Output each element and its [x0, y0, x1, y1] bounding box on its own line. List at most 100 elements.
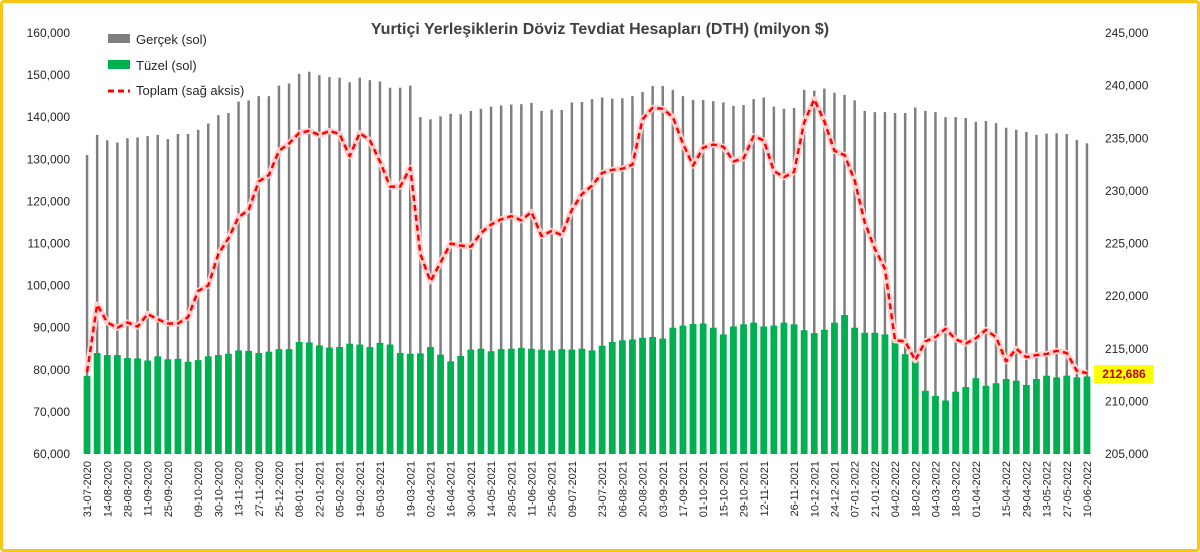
x-tick-label: 05-03-2021: [375, 461, 387, 517]
tuzel-bar: [477, 348, 485, 454]
x-tick-label: 01-04-2022: [971, 461, 983, 517]
right-tick-label: 225,000: [1105, 237, 1149, 251]
x-tick-label: 09-07-2021: [567, 461, 579, 517]
gercek-bar: [318, 75, 321, 454]
x-tick-label: 02-04-2021: [425, 461, 437, 517]
x-tick-label: 27-11-2020: [254, 461, 266, 516]
gercek-bar: [257, 96, 260, 455]
gercek-bar: [338, 77, 341, 454]
right-tick-label: 205,000: [1105, 447, 1149, 461]
tuzel-bar: [911, 360, 919, 454]
legend: Gerçek (sol) Tüzel (sol) Toplam (sağ aks…: [108, 32, 244, 98]
tuzel-bar: [608, 342, 616, 454]
gercek-bar: [752, 99, 755, 454]
tuzel-bar: [1083, 376, 1091, 454]
tuzel-bar: [103, 355, 111, 454]
tuzel-bar: [962, 387, 970, 454]
tuzel-bar: [356, 344, 364, 454]
gercek-bar: [560, 110, 563, 454]
tuzel-bar: [396, 352, 404, 454]
tuzel-bar: [154, 356, 162, 454]
tuzel-bar: [679, 325, 687, 454]
x-tick-label: 03-09-2021: [658, 461, 670, 517]
x-tick-label: 04-03-2022: [930, 461, 942, 517]
callout-label: 212,686: [1102, 367, 1146, 381]
toplam-line: [84, 96, 1088, 377]
gercek-bar: [520, 104, 523, 455]
tuzel-bar: [517, 347, 525, 454]
x-tick-label: 25-09-2020: [163, 461, 175, 517]
gercek-bar: [732, 105, 735, 454]
tuzel-bar: [326, 347, 333, 454]
tuzel-bar: [245, 350, 253, 454]
gercek-bar: [106, 140, 109, 455]
gercek-bar: [600, 97, 604, 454]
gercek-bar: [1085, 143, 1089, 455]
gercek-bar: [792, 107, 796, 454]
gercek-bar: [813, 90, 816, 455]
gercek-bar: [388, 87, 392, 454]
legend-label-gercek: Gerçek (sol): [136, 32, 207, 47]
gercek-bar: [1065, 134, 1068, 455]
gercek-bar: [782, 108, 786, 454]
gercek-bar: [217, 115, 220, 454]
gercek-bar: [873, 112, 877, 455]
gercek-bar: [742, 104, 745, 455]
tuzel-bar: [346, 343, 354, 454]
gercek-bar: [358, 77, 361, 454]
gercek-bar: [944, 117, 947, 454]
gercek-bar: [590, 99, 594, 454]
x-tick-label: 28-05-2021: [506, 461, 518, 517]
tuzel-bar: [538, 349, 545, 454]
x-tick-label: 11-06-2021: [526, 461, 538, 516]
x-tick-label: 30-04-2021: [466, 461, 478, 517]
x-tick-label: 21-01-2022: [870, 461, 882, 517]
x-tick-label: 04-02-2022: [890, 461, 902, 517]
tuzel-bar: [800, 330, 808, 454]
left-tick-label: 80,000: [33, 363, 70, 377]
x-tick-label: 08-01-2021: [294, 461, 306, 517]
tuzel-bar: [1043, 375, 1050, 454]
gercek-bar: [833, 92, 836, 454]
tuzel-bar: [204, 356, 212, 454]
x-tick-label: 14-05-2021: [486, 461, 498, 517]
gercek-bar: [762, 97, 765, 454]
tuzel-bar: [548, 350, 556, 454]
tuzel-bar: [871, 332, 879, 454]
tuzel-bar: [214, 355, 222, 454]
x-tick-label: 18-03-2022: [951, 461, 963, 517]
tuzel-bar: [295, 342, 303, 454]
tuzel-bar: [1063, 375, 1071, 454]
tuzel-bar: [618, 340, 626, 454]
left-axis: 60,000 70,000 80,000 90,000 100,000 110,000 12…: [27, 26, 71, 461]
tuzel-bar: [285, 349, 293, 454]
tuzel-bar: [750, 322, 758, 454]
legend-swatch-tuzel: [108, 60, 130, 69]
gercek-bar: [227, 112, 230, 455]
gercek-bar: [994, 123, 998, 454]
x-tick-label: 30-10-2020: [213, 461, 225, 517]
x-tick-label: 09-10-2020: [193, 461, 205, 517]
gercek-bar: [156, 134, 159, 454]
gercek-bar: [419, 117, 422, 454]
tuzel-bar: [437, 354, 444, 454]
x-tick-label: 19-02-2021: [355, 461, 367, 517]
gercek-bar: [671, 89, 675, 454]
gercek-bar: [1025, 131, 1028, 454]
x-tick-label: 11-09-2020: [143, 461, 155, 516]
tuzel-bar: [952, 391, 960, 454]
gercek-bar: [429, 119, 432, 454]
gercek-bar: [691, 99, 695, 454]
x-tick-label: 29-04-2022: [1021, 461, 1033, 517]
gercek-bar: [489, 106, 493, 455]
x-tick-label: 28-08-2020: [122, 461, 134, 517]
tuzel-bar: [770, 325, 778, 454]
gercek-bar: [661, 86, 664, 455]
gercek-bar: [1075, 139, 1079, 454]
x-tick-label: 10-06-2022: [1082, 461, 1094, 517]
tuzel-bar: [194, 360, 202, 454]
gercek-bar: [853, 100, 856, 455]
gercek-bar: [368, 80, 372, 455]
gercek-bar: [641, 91, 644, 454]
